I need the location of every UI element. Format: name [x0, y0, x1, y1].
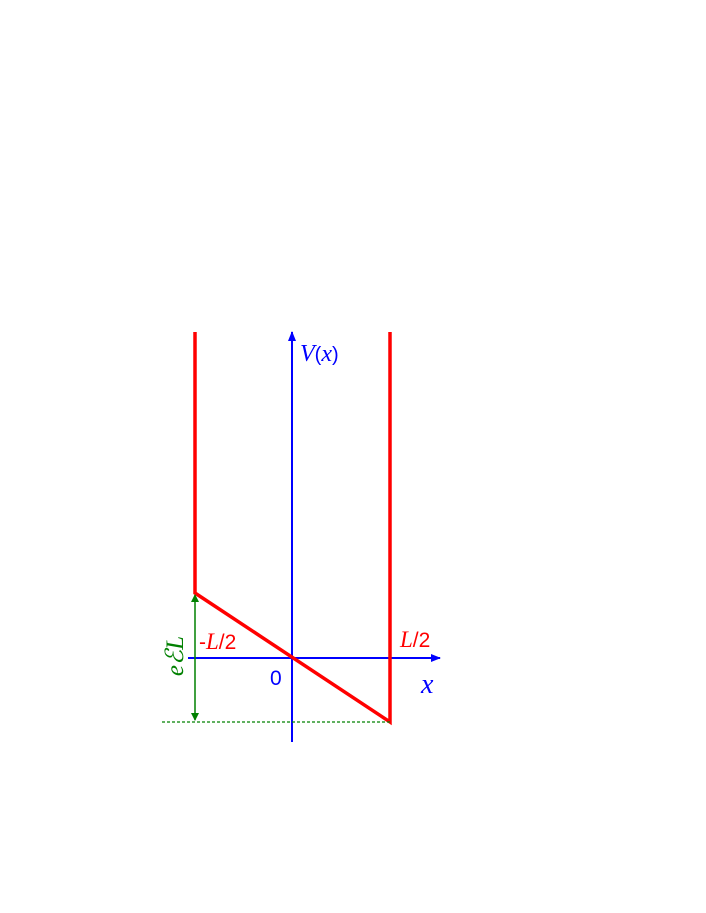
y-axis-arg: x: [320, 341, 332, 367]
left-bound-label: -L/2: [199, 629, 236, 654]
right-bound-rest: /2: [413, 629, 431, 652]
height-label: eℰL: [162, 636, 189, 676]
left-bound-var: L: [205, 629, 219, 654]
y-axis-label: V(x): [300, 341, 339, 367]
y-axis-paren-close: ): [332, 344, 339, 366]
right-bound-var: L: [399, 627, 413, 652]
x-axis-label: x: [420, 669, 434, 700]
left-bound-rest: /2: [219, 631, 237, 654]
y-axis-paren-open: (: [315, 344, 322, 366]
left-bound-sign: -: [199, 631, 206, 654]
y-axis-var: V: [300, 341, 317, 367]
right-bound-label: L/2: [399, 627, 430, 652]
potential-curve: [193, 332, 392, 726]
origin-label: 0: [270, 667, 282, 690]
